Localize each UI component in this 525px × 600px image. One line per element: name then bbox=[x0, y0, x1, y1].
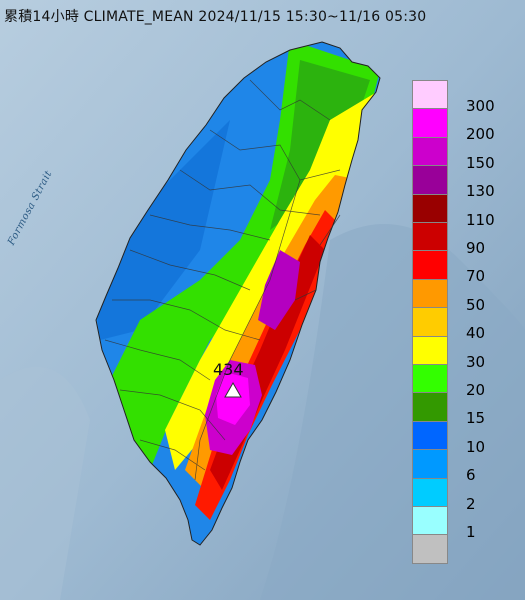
legend-label: 90 bbox=[466, 239, 486, 257]
legend-label: 30 bbox=[466, 352, 486, 371]
legend-label: 10 bbox=[466, 437, 486, 456]
legend-swatch bbox=[412, 108, 448, 138]
max-value-label: 434 bbox=[213, 360, 244, 379]
coastline bbox=[95, 41, 381, 546]
legend-label: 150 bbox=[466, 153, 495, 172]
legend-label: 130 bbox=[466, 182, 495, 201]
boundaries bbox=[104, 79, 341, 481]
legend-swatch bbox=[412, 222, 448, 252]
legend-swatch bbox=[412, 392, 448, 422]
legend-swatch bbox=[412, 534, 448, 564]
legend-swatch bbox=[412, 335, 448, 365]
max-rainfall-marker bbox=[224, 381, 242, 398]
legend-swatch bbox=[412, 193, 448, 223]
legend-label: 1 bbox=[466, 523, 476, 541]
legend-swatch bbox=[412, 136, 448, 167]
legend-swatch bbox=[412, 165, 448, 195]
legend-label: 300 bbox=[466, 97, 495, 115]
sea-texture bbox=[0, 366, 90, 600]
legend-swatch bbox=[412, 420, 448, 451]
legend-label: 20 bbox=[466, 381, 486, 399]
legend-swatch bbox=[412, 307, 448, 337]
legend-label: 70 bbox=[466, 267, 486, 286]
legend-label: 200 bbox=[466, 125, 495, 144]
legend-label: 2 bbox=[466, 494, 476, 513]
map-title: 累積14小時 CLIMATE_MEAN 2024/11/15 15:30~11/… bbox=[4, 9, 427, 25]
legend-label: 15 bbox=[466, 409, 486, 428]
legend-label: 6 bbox=[466, 466, 476, 485]
sea-texture bbox=[260, 224, 525, 600]
legend-swatch bbox=[412, 364, 448, 394]
legend-swatch bbox=[412, 449, 448, 479]
legend-label: 40 bbox=[466, 324, 486, 343]
legend-swatch bbox=[412, 506, 448, 536]
legend-swatch bbox=[412, 80, 448, 110]
legend-label: 50 bbox=[466, 295, 486, 314]
legend-swatch bbox=[412, 250, 448, 280]
legend-label: 110 bbox=[466, 210, 495, 229]
legend-swatch bbox=[412, 477, 448, 507]
legend-swatch bbox=[412, 278, 448, 309]
